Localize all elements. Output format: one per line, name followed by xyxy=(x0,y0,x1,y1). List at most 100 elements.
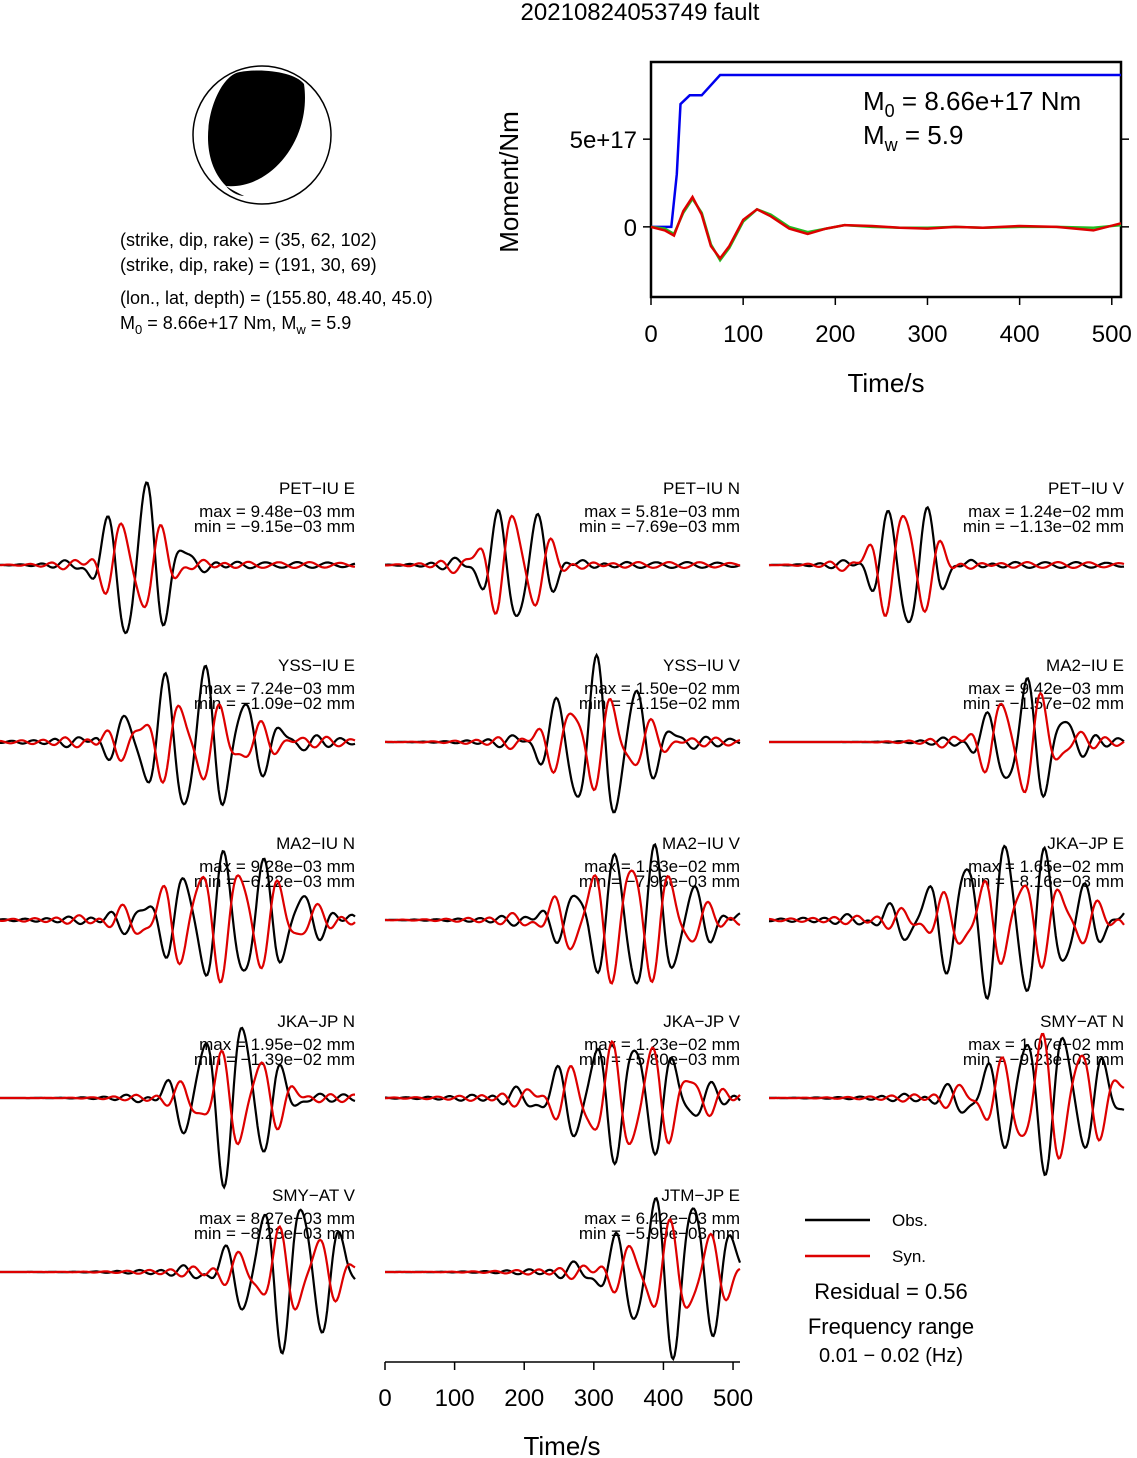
station-max: max = 1.65e−02 mm xyxy=(968,857,1124,876)
station-label: YSS−IU E xyxy=(278,656,355,675)
waveform-x-label: Time/s xyxy=(523,1431,600,1458)
moment-plot: 0 100 200 300 400 500 0 5e+17 M0 = 8.66e+17 Nm… xyxy=(494,60,1132,398)
station-max: max = 1.23e−02 mm xyxy=(584,1035,740,1054)
moment-x-tick-label: 200 xyxy=(815,321,855,348)
waveform-x-tick-label: 300 xyxy=(574,1385,614,1412)
station-max: max = 1.24e−02 mm xyxy=(968,502,1124,521)
waveform-x-tick-label: 200 xyxy=(504,1385,544,1412)
moment-x-axis: 0 100 200 300 400 500 xyxy=(644,297,1132,348)
obs-trace xyxy=(768,505,1125,624)
station-min: min = −1.39e−02 mm xyxy=(194,1050,355,1069)
obs-trace xyxy=(0,849,356,977)
nodal-plane-1: (strike, dip, rake) = (35, 62, 102) xyxy=(120,230,377,250)
station-max: max = 9.48e−03 mm xyxy=(199,502,355,521)
station-label: JKA−JP E xyxy=(1047,834,1124,853)
hypocenter-location: (lon., lat, depth) = (155.80, 48.40, 45.… xyxy=(120,288,433,308)
station-label: MA2−IU E xyxy=(1046,656,1124,675)
station-min: min = −7.69e−03 mm xyxy=(579,517,740,536)
moment-y-tick-label: 0 xyxy=(624,215,637,242)
station-label: MA2−IU V xyxy=(662,834,741,853)
syn-trace xyxy=(0,1224,356,1311)
station-label: SMY−AT N xyxy=(1040,1012,1124,1031)
syn-trace xyxy=(0,522,356,609)
station-min: min = −1.15e−02 mm xyxy=(579,694,740,713)
moment-x-tick-label: 500 xyxy=(1092,321,1132,348)
station-max: max = 9.42e−03 mm xyxy=(968,679,1124,698)
station-label: YSS−IU V xyxy=(663,656,741,675)
moment-x-tick-label: 100 xyxy=(723,321,763,348)
syn-trace xyxy=(385,514,741,615)
moment-y-label: Moment/Nm xyxy=(494,111,524,253)
moment-mw-label: Mw = 5.9 xyxy=(863,120,963,155)
station-label: JKA−JP V xyxy=(663,1012,740,1031)
station-max: max = 1.33e−02 mm xyxy=(584,857,740,876)
waveform-x-tick-label: 100 xyxy=(435,1385,475,1412)
syn-trace xyxy=(384,1039,741,1146)
moment-plot-frame xyxy=(649,60,1123,299)
syn-trace xyxy=(0,874,356,984)
legend: Obs. Syn. Residual = 0.56 Frequency rang… xyxy=(805,1211,974,1367)
station-min: min = −1.13e−02 mm xyxy=(963,517,1124,536)
station-label: PET−IU E xyxy=(279,479,355,498)
moment-x-tick-label: 400 xyxy=(1000,321,1040,348)
moment-series-group xyxy=(650,73,1122,263)
station-label: SMY−AT V xyxy=(272,1186,356,1205)
beachball-icon xyxy=(192,65,332,205)
syn-trace xyxy=(0,1049,355,1146)
nodal-plane-2: (strike, dip, rake) = (191, 30, 69) xyxy=(120,255,377,275)
moment-series-line xyxy=(650,196,1122,263)
obs-trace xyxy=(769,1036,1125,1177)
station-max: max = 7.24e−03 mm xyxy=(199,679,355,698)
syn-trace xyxy=(384,869,741,985)
moment-series-line xyxy=(650,194,1122,261)
syn-trace xyxy=(769,691,1125,794)
station-min: min = −9.23e−03 mm xyxy=(963,1050,1124,1069)
moment-x-tick-label: 0 xyxy=(644,321,657,348)
waveform-x-tick-label: 0 xyxy=(378,1385,391,1412)
residual-label: Residual = 0.56 xyxy=(814,1279,968,1304)
station-min: min = −5.99e−03 mm xyxy=(579,1224,740,1243)
obs-trace xyxy=(385,508,741,617)
station-max: max = 1.50e−02 mm xyxy=(584,679,740,698)
waveform-x-tick-label: 500 xyxy=(713,1385,753,1412)
frequency-title: Frequency range xyxy=(808,1314,974,1339)
moment-y-tick-label: 5e+17 xyxy=(570,127,637,154)
frequency-value: 0.01 − 0.02 (Hz) xyxy=(819,1345,963,1367)
syn-trace xyxy=(385,697,741,792)
station-min: min = −5.80e−03 mm xyxy=(579,1050,740,1069)
station-label: JTM−JP E xyxy=(661,1186,740,1205)
moment-summary: M0 = 8.66e+17 Nm, Mw = 5.9 xyxy=(120,313,351,337)
station-max: max = 6.42e−03 mm xyxy=(584,1209,740,1228)
syn-trace xyxy=(768,879,1125,970)
moment-x-label: Time/s xyxy=(847,368,924,398)
waveform-x-axis: 0 100 200 300 400 500 xyxy=(378,1361,753,1412)
moment-x-tick-label: 300 xyxy=(907,321,947,348)
syn-trace xyxy=(769,1032,1125,1160)
obs-trace xyxy=(0,481,356,635)
station-label: MA2−IU N xyxy=(276,834,355,853)
syn-trace xyxy=(0,703,356,785)
syn-trace xyxy=(768,514,1125,617)
legend-obs-label: Obs. xyxy=(892,1211,928,1230)
figure-title: 20210824053749 fault xyxy=(521,0,760,26)
obs-trace xyxy=(385,652,741,814)
station-min: min = −9.15e−03 mm xyxy=(194,517,355,536)
station-min: min = −8.23e−03 mm xyxy=(194,1224,355,1243)
station-max: max = 9.28e−03 mm xyxy=(199,857,355,876)
moment-m0-label: M0 = 8.66e+17 Nm xyxy=(863,86,1081,121)
